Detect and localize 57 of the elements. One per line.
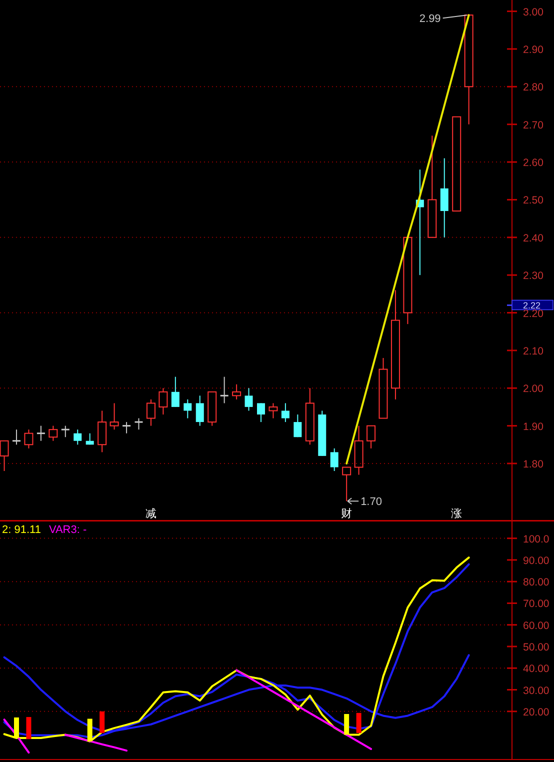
bar: [14, 717, 20, 738]
candlestick: [134, 418, 144, 430]
text: 2: 91.11: [2, 524, 41, 536]
candlestick: [196, 395, 204, 426]
y-tick-label: 2.00: [523, 383, 544, 396]
candlestick: [330, 448, 338, 472]
candlestick: [244, 388, 253, 412]
candlestick: [24, 429, 34, 449]
candlestick: [36, 425, 46, 442]
text: VAR3: -: [48, 524, 87, 536]
bar: [344, 714, 350, 735]
y-tick-label: 2.50: [523, 194, 544, 207]
candlestick: [122, 422, 132, 434]
candlestick: [354, 425, 364, 476]
y-tick-label: 1.80: [523, 458, 544, 470]
candlestick: [281, 402, 290, 423]
candlestick: [390, 290, 400, 400]
candlestick: [12, 429, 22, 446]
candlestick: [220, 376, 230, 404]
line-series: [346, 14, 470, 464]
candlestick: [257, 402, 265, 423]
y-tick-label: 2.70: [523, 119, 544, 132]
candlestick: [440, 158, 448, 238]
y-tick-label: 2.40: [523, 232, 544, 244]
y-tick-label: 2.90: [523, 44, 544, 56]
annotation: 1.70: [360, 496, 382, 508]
y-tick-label: 90.00: [523, 554, 550, 567]
y-tick-label: 20.00: [523, 706, 550, 718]
annotation: 2.99: [419, 13, 441, 26]
y-tick-label: 3.00: [523, 6, 544, 18]
candlestick: [294, 414, 302, 438]
candlestick: [184, 398, 192, 419]
candlestick: [74, 429, 82, 446]
y-tick-label: 2.30: [523, 270, 544, 282]
candlestick: [171, 376, 180, 408]
candlestick: [232, 384, 242, 400]
y-tick-label: 40.00: [523, 663, 550, 676]
bar: [356, 712, 362, 734]
x-tick-label: 财: [341, 507, 352, 520]
x-tick-label: 减: [145, 507, 156, 520]
y-tick-label: 100.0: [523, 533, 550, 546]
y-tick-label: 2.60: [523, 157, 544, 170]
candlestick: [268, 402, 278, 419]
y-tick-label: 1.90: [523, 420, 544, 433]
candlestick: [60, 425, 70, 438]
y-tick-label: 2.80: [523, 82, 544, 94]
y-tick-label: 80.00: [523, 576, 550, 589]
y-tick-label: 30.00: [523, 684, 550, 697]
candlestick: [158, 388, 168, 415]
bar: [100, 711, 105, 734]
y-tick-label: 50.00: [523, 641, 550, 654]
y-tick-label: 70.00: [523, 598, 550, 610]
x-tick-label: 涨: [451, 508, 462, 520]
bar: [26, 717, 32, 740]
candlestick: [98, 410, 107, 453]
y-tick-label: 60.00: [523, 620, 550, 632]
y-tick-label: 2.10: [523, 345, 544, 358]
